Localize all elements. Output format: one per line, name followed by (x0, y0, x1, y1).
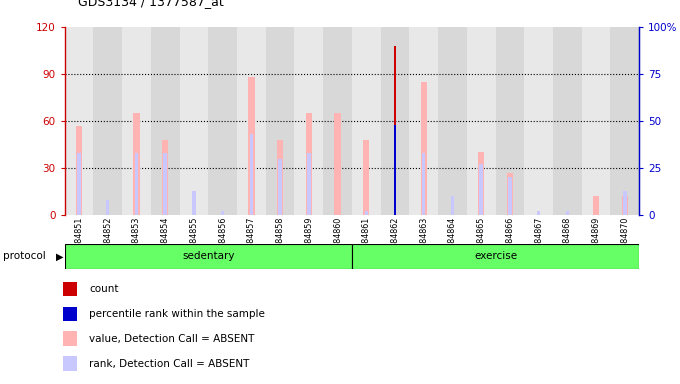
Bar (364, 211, 368, 215)
Bar (323, 27, 352, 215)
Bar (65, 27, 93, 215)
Text: ▶: ▶ (56, 251, 64, 262)
Bar (237, 27, 266, 215)
Bar (566, 211, 569, 215)
Bar (420, 82, 427, 215)
Bar (611, 27, 639, 215)
Bar (352, 27, 381, 215)
Bar (422, 153, 426, 215)
Bar (63, 281, 78, 296)
Bar (305, 113, 312, 215)
Bar (221, 211, 224, 215)
Bar (593, 196, 599, 215)
Bar (106, 200, 109, 215)
Bar (524, 27, 553, 215)
Bar (352, 244, 639, 269)
Bar (294, 27, 323, 215)
Bar (122, 27, 151, 215)
Text: sedentary: sedentary (182, 251, 235, 262)
Bar (266, 27, 294, 215)
Bar (93, 27, 122, 215)
Bar (208, 27, 237, 215)
Bar (335, 113, 341, 215)
Bar (75, 126, 82, 215)
Bar (394, 46, 396, 215)
Bar (277, 140, 284, 215)
Bar (63, 306, 78, 321)
Bar (278, 159, 282, 215)
Bar (65, 244, 352, 269)
Bar (507, 173, 513, 215)
Bar (133, 113, 139, 215)
Bar (381, 27, 409, 215)
Bar (192, 190, 196, 215)
Bar (63, 331, 78, 346)
Bar (496, 27, 524, 215)
Bar (394, 125, 396, 215)
Bar (478, 152, 484, 215)
Bar (622, 196, 628, 215)
Text: value, Detection Call = ABSENT: value, Detection Call = ABSENT (89, 334, 254, 344)
Bar (151, 27, 180, 215)
Text: GDS3134 / 1377587_at: GDS3134 / 1377587_at (78, 0, 224, 8)
Bar (135, 153, 138, 215)
Bar (63, 356, 78, 371)
Bar (623, 190, 626, 215)
Bar (180, 27, 208, 215)
Bar (409, 27, 438, 215)
Bar (250, 134, 253, 215)
Bar (508, 177, 511, 215)
Bar (581, 27, 611, 215)
Bar (438, 27, 466, 215)
Bar (78, 153, 81, 215)
Bar (451, 196, 454, 215)
Bar (162, 140, 169, 215)
Bar (163, 153, 167, 215)
Bar (479, 164, 483, 215)
Bar (537, 211, 541, 215)
Bar (466, 27, 496, 215)
Text: protocol: protocol (3, 251, 46, 262)
Bar (307, 153, 311, 215)
Text: exercise: exercise (474, 251, 517, 262)
Text: count: count (89, 284, 119, 294)
Bar (363, 140, 369, 215)
Text: rank, Detection Call = ABSENT: rank, Detection Call = ABSENT (89, 359, 250, 369)
Text: percentile rank within the sample: percentile rank within the sample (89, 309, 265, 319)
Bar (553, 27, 582, 215)
Bar (248, 77, 254, 215)
